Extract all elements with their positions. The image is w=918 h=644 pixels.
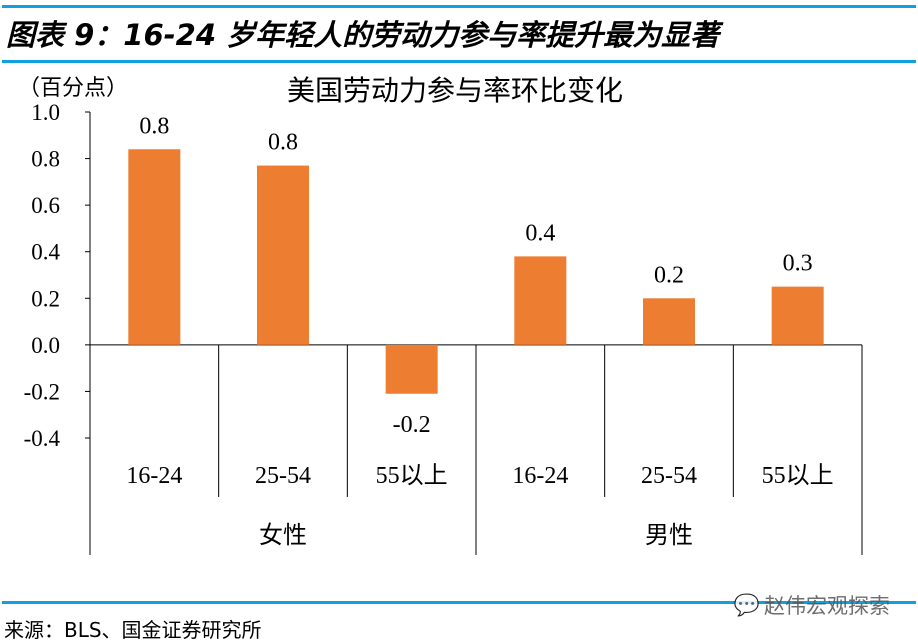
x-category-label: 25-54 — [641, 463, 697, 489]
y-tick-label: -0.2 — [24, 379, 60, 404]
x-group-label: 男性 — [645, 522, 693, 549]
data-label: -0.2 — [393, 412, 431, 438]
x-category-label: 16-24 — [512, 463, 568, 489]
title-rule — [2, 60, 916, 63]
bar — [771, 286, 824, 345]
y-tick-label: 0.6 — [31, 193, 60, 218]
figure-title: 图表 9：16-24 岁年轻人的劳动力参与率提升最为显著 — [6, 18, 720, 52]
bar — [257, 165, 309, 345]
bar — [514, 256, 567, 345]
y-tick-label: 0.8 — [31, 147, 60, 172]
y-axis-unit-label: （百分点） — [18, 75, 128, 100]
data-label: 0.8 — [268, 130, 298, 156]
y-tick-label: 1.0 — [31, 100, 60, 125]
data-label: 0.3 — [783, 251, 813, 277]
bar-chart: （百分点） 美国劳动力参与率环比变化 1.0 0.8 0.6 0.4 0.2 0.0 -0.2 -… — [18, 75, 863, 555]
bar — [385, 344, 438, 394]
chart-title: 美国劳动力参与率环比变化 — [287, 75, 623, 107]
source-note: 来源：BLS、国金证券研究所 — [4, 618, 262, 642]
bar — [643, 298, 695, 345]
x-category-label: 16-24 — [126, 463, 182, 489]
bottom-rule — [2, 601, 916, 604]
data-label: 0.4 — [525, 220, 555, 246]
x-category-label: 55以上 — [762, 462, 834, 489]
data-label: 0.2 — [654, 262, 684, 288]
y-tick-label: -0.4 — [24, 426, 61, 451]
y-tick-label: 0.4 — [31, 240, 60, 265]
y-tick-label: 0.2 — [31, 286, 60, 311]
x-group-label: 女性 — [259, 522, 307, 549]
top-rule — [2, 5, 916, 8]
x-category-label: 25-54 — [255, 463, 311, 489]
x-category-label: 55以上 — [376, 462, 448, 489]
watermark: 💬 赵伟宏观探索 — [734, 590, 890, 620]
y-tick-label: 0.0 — [31, 333, 60, 358]
watermark-text: 赵伟宏观探索 — [764, 594, 890, 618]
bar — [128, 149, 181, 345]
data-label: 0.8 — [139, 113, 169, 139]
wechat-icon: 💬 — [733, 592, 760, 617]
